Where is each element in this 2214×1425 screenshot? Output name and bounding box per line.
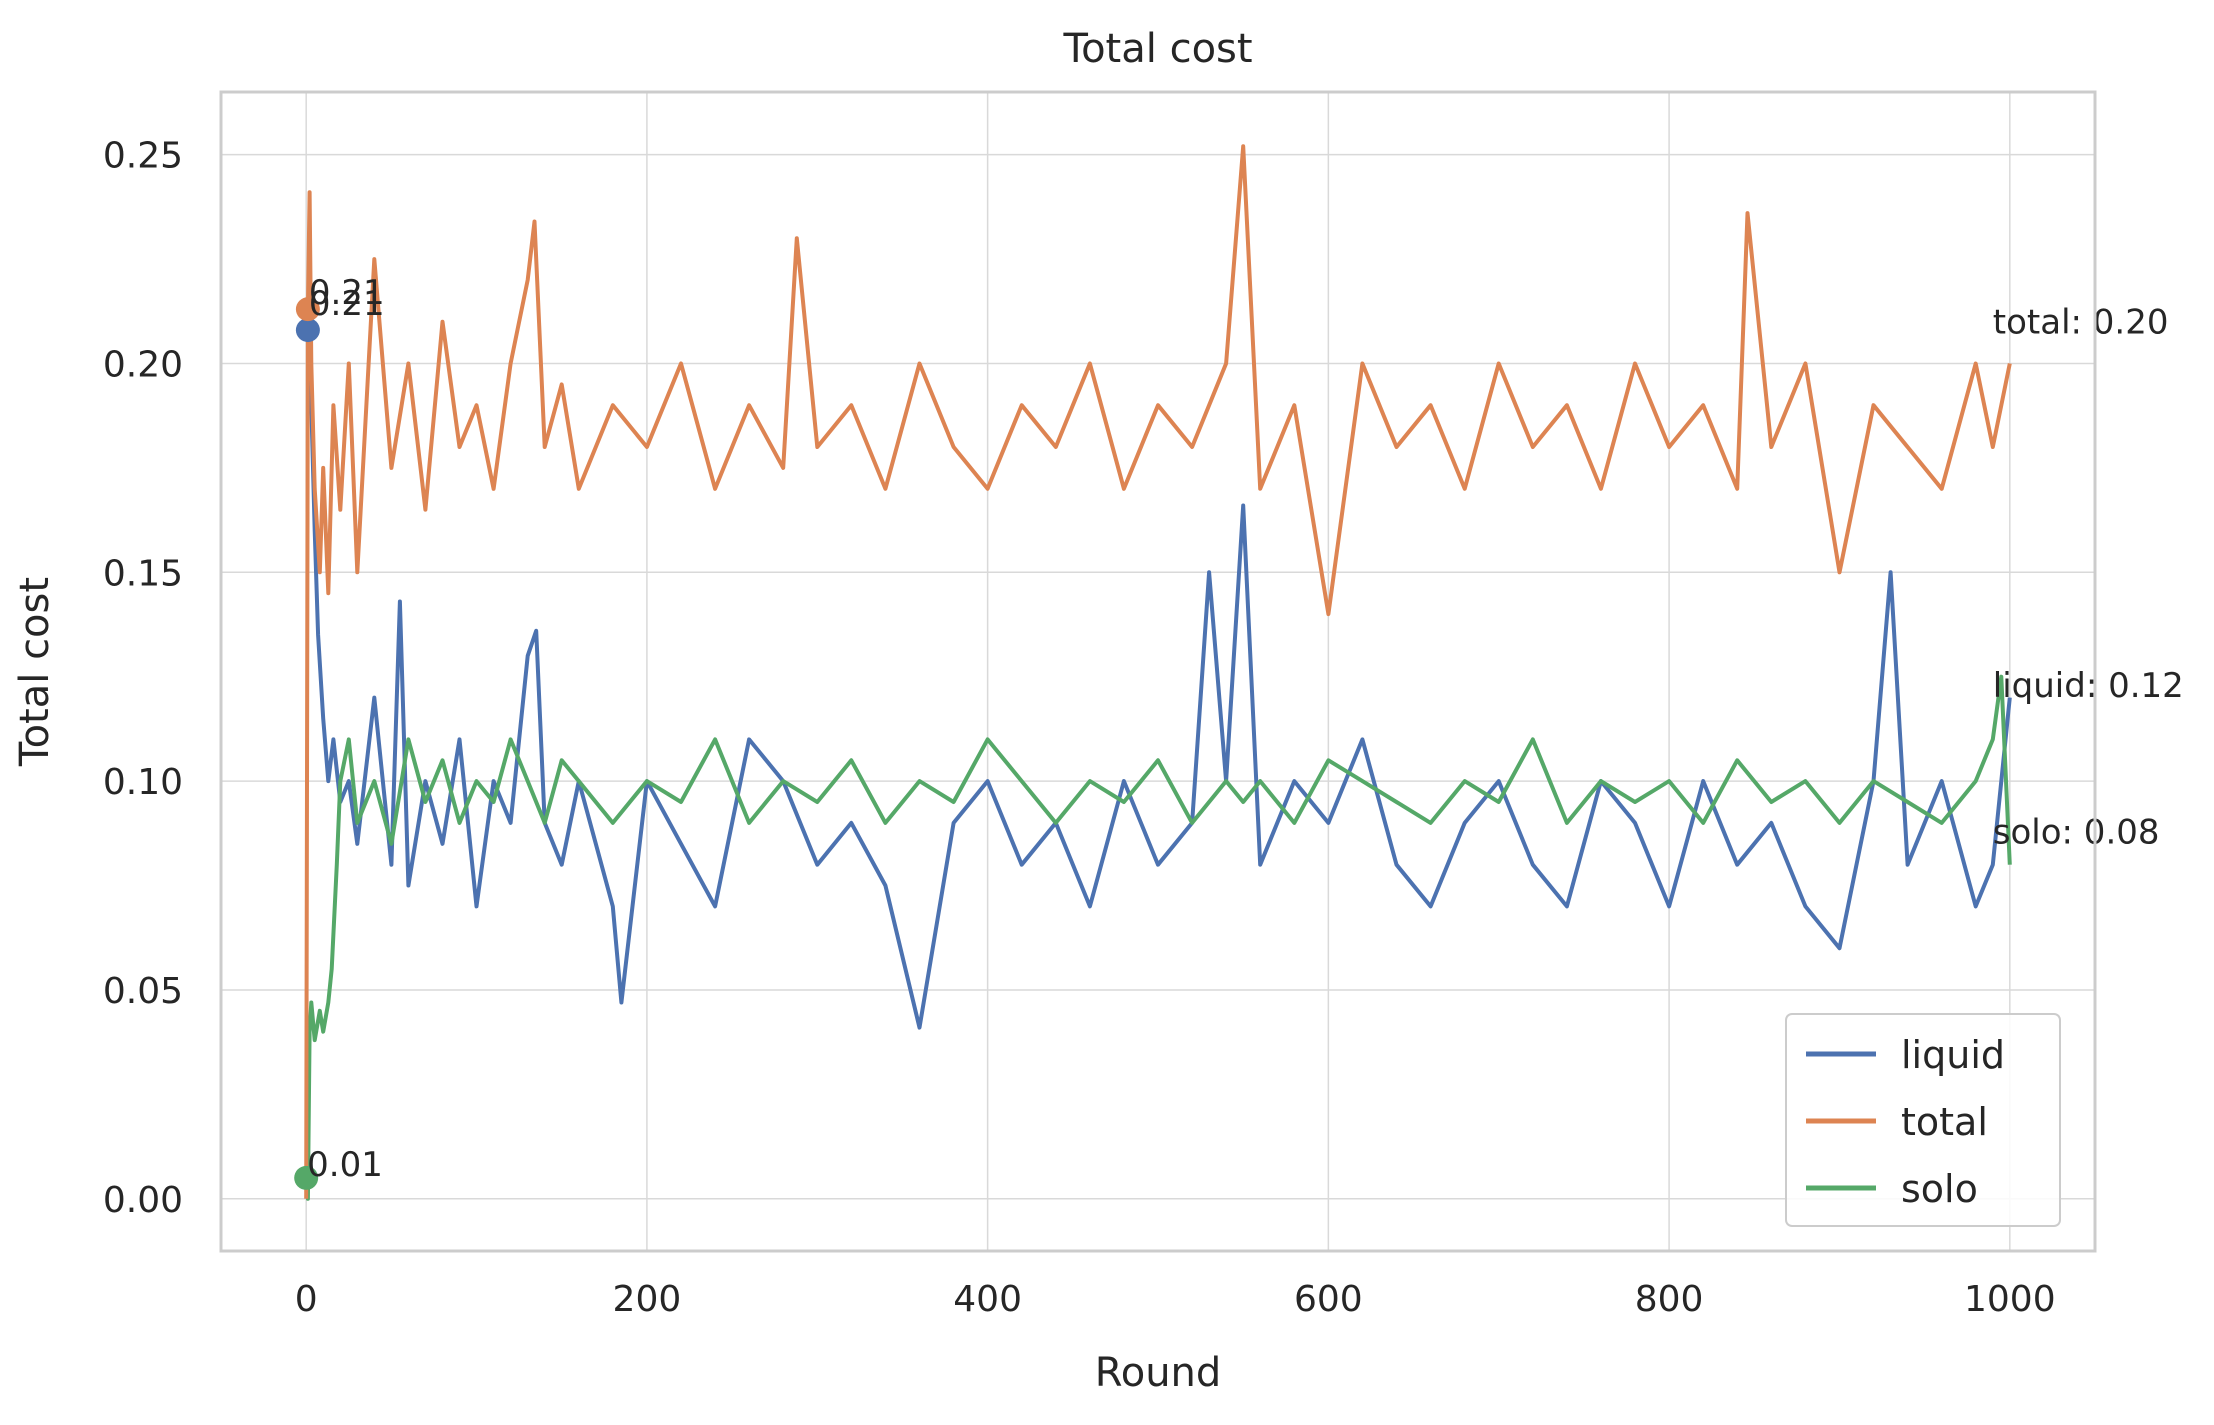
end-label-total: total: 0.20	[1993, 303, 2169, 343]
y-tick-label: 0.15	[103, 553, 183, 594]
end-label-liquid: liquid: 0.12	[1993, 666, 2184, 706]
end-label-solo: solo: 0.08	[1993, 812, 2160, 852]
x-tick-label: 0	[295, 1279, 318, 1320]
start-marker-liquid	[295, 318, 320, 343]
x-axis-label: Round	[1095, 1350, 1222, 1396]
y-tick-label: 0.10	[103, 762, 183, 803]
y-tick-label: 0.05	[103, 971, 183, 1012]
start-label-solo: 0.01	[307, 1145, 383, 1185]
chart-title: Total cost	[1062, 26, 1252, 72]
series-line-solo	[304, 674, 2012, 1201]
grid	[221, 92, 2095, 1251]
annotations: 0.21 liquid: 0.12 0.21 total: 0.20 0.01 solo:…	[307, 273, 2184, 1185]
x-tick-label: 600	[1294, 1279, 1363, 1320]
x-tick-label: 1000	[1964, 1279, 2056, 1320]
series-lines	[304, 144, 2012, 1201]
x-tick-label: 400	[953, 1279, 1022, 1320]
x-tick-label: 200	[613, 1279, 682, 1320]
start-marker-solo	[294, 1165, 319, 1190]
x-tick-label: 800	[1635, 1279, 1704, 1320]
start-marker-total	[295, 297, 320, 322]
series-line-total	[304, 144, 2012, 1199]
legend-label-solo: solo	[1901, 1167, 1978, 1211]
legend: liquid total solo	[1785, 1013, 2061, 1227]
plot-frame	[219, 90, 2097, 1253]
start-label-liquid: 0.21	[309, 284, 385, 324]
y-tick-label: 0.20	[103, 344, 183, 385]
legend-label-total: total	[1901, 1100, 1988, 1144]
start-label-total: 0.21	[309, 273, 385, 313]
legend-box	[1785, 1013, 2061, 1227]
start-markers	[294, 297, 320, 1190]
tick-labels: 0 200 400 600 800 1000 0.00 0.05 0.10 0.15 0.20 0.2…	[103, 136, 2056, 1320]
series-line-liquid	[305, 330, 2012, 1030]
y-tick-label: 0.25	[103, 136, 183, 177]
legend-label-liquid: liquid	[1901, 1033, 2005, 1077]
y-tick-label: 0.00	[103, 1180, 183, 1221]
y-axis-label: Total cost	[12, 577, 58, 767]
